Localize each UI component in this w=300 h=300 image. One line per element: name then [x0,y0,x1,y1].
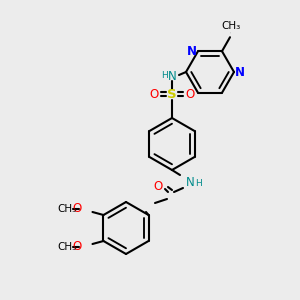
Text: S: S [167,88,177,100]
Text: N: N [168,70,176,83]
Text: N: N [186,176,194,188]
Text: CH₃: CH₃ [58,242,77,252]
Text: CH₃: CH₃ [58,204,77,214]
Text: O: O [72,241,82,254]
Text: O: O [153,179,163,193]
Text: CH₃: CH₃ [221,21,241,31]
Text: H: H [195,178,201,188]
Text: N: N [187,45,197,58]
Text: O: O [72,202,82,215]
Text: N: N [235,65,245,79]
Text: O: O [149,88,159,100]
Text: H: H [160,71,167,80]
Text: O: O [185,88,195,100]
